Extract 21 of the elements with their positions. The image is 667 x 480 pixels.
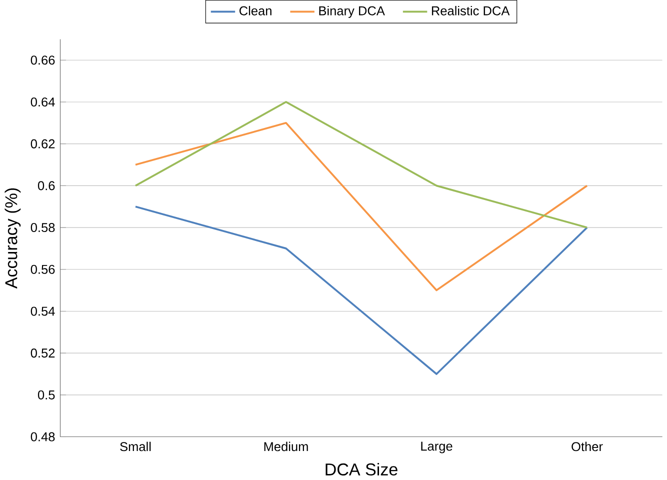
- y-tick-label: 0.5: [38, 390, 55, 400]
- y-tick-label: 0.6: [38, 181, 55, 190]
- y-tick-label: 0.54: [30, 306, 55, 316]
- y-tick-label: 0.52: [30, 348, 55, 358]
- x-tick-label: Large: [421, 442, 452, 454]
- y-tick-label: 0.48: [30, 432, 55, 442]
- y-tick-label: 0.58: [30, 222, 55, 232]
- legend-label: Clean: [240, 6, 272, 16]
- x-tick-label: Other: [572, 442, 603, 452]
- y-tick-label: 0.64: [30, 97, 55, 106]
- y-axis-title: Accuracy (%): [4, 188, 21, 289]
- y-tick-label: 0.66: [30, 55, 55, 65]
- y-tick-label: 0.56: [30, 264, 55, 274]
- legend-label: Binary DCA: [319, 6, 385, 18]
- x-tick-label: Medium: [264, 442, 308, 452]
- y-tick-label: 0.62: [30, 139, 55, 148]
- x-axis-title: DCA Size: [326, 462, 398, 476]
- line-series: [134, 206, 588, 375]
- line-series: [134, 122, 588, 292]
- x-tick-label: Small: [120, 442, 151, 452]
- legend-label: Realistic DCA: [432, 6, 510, 16]
